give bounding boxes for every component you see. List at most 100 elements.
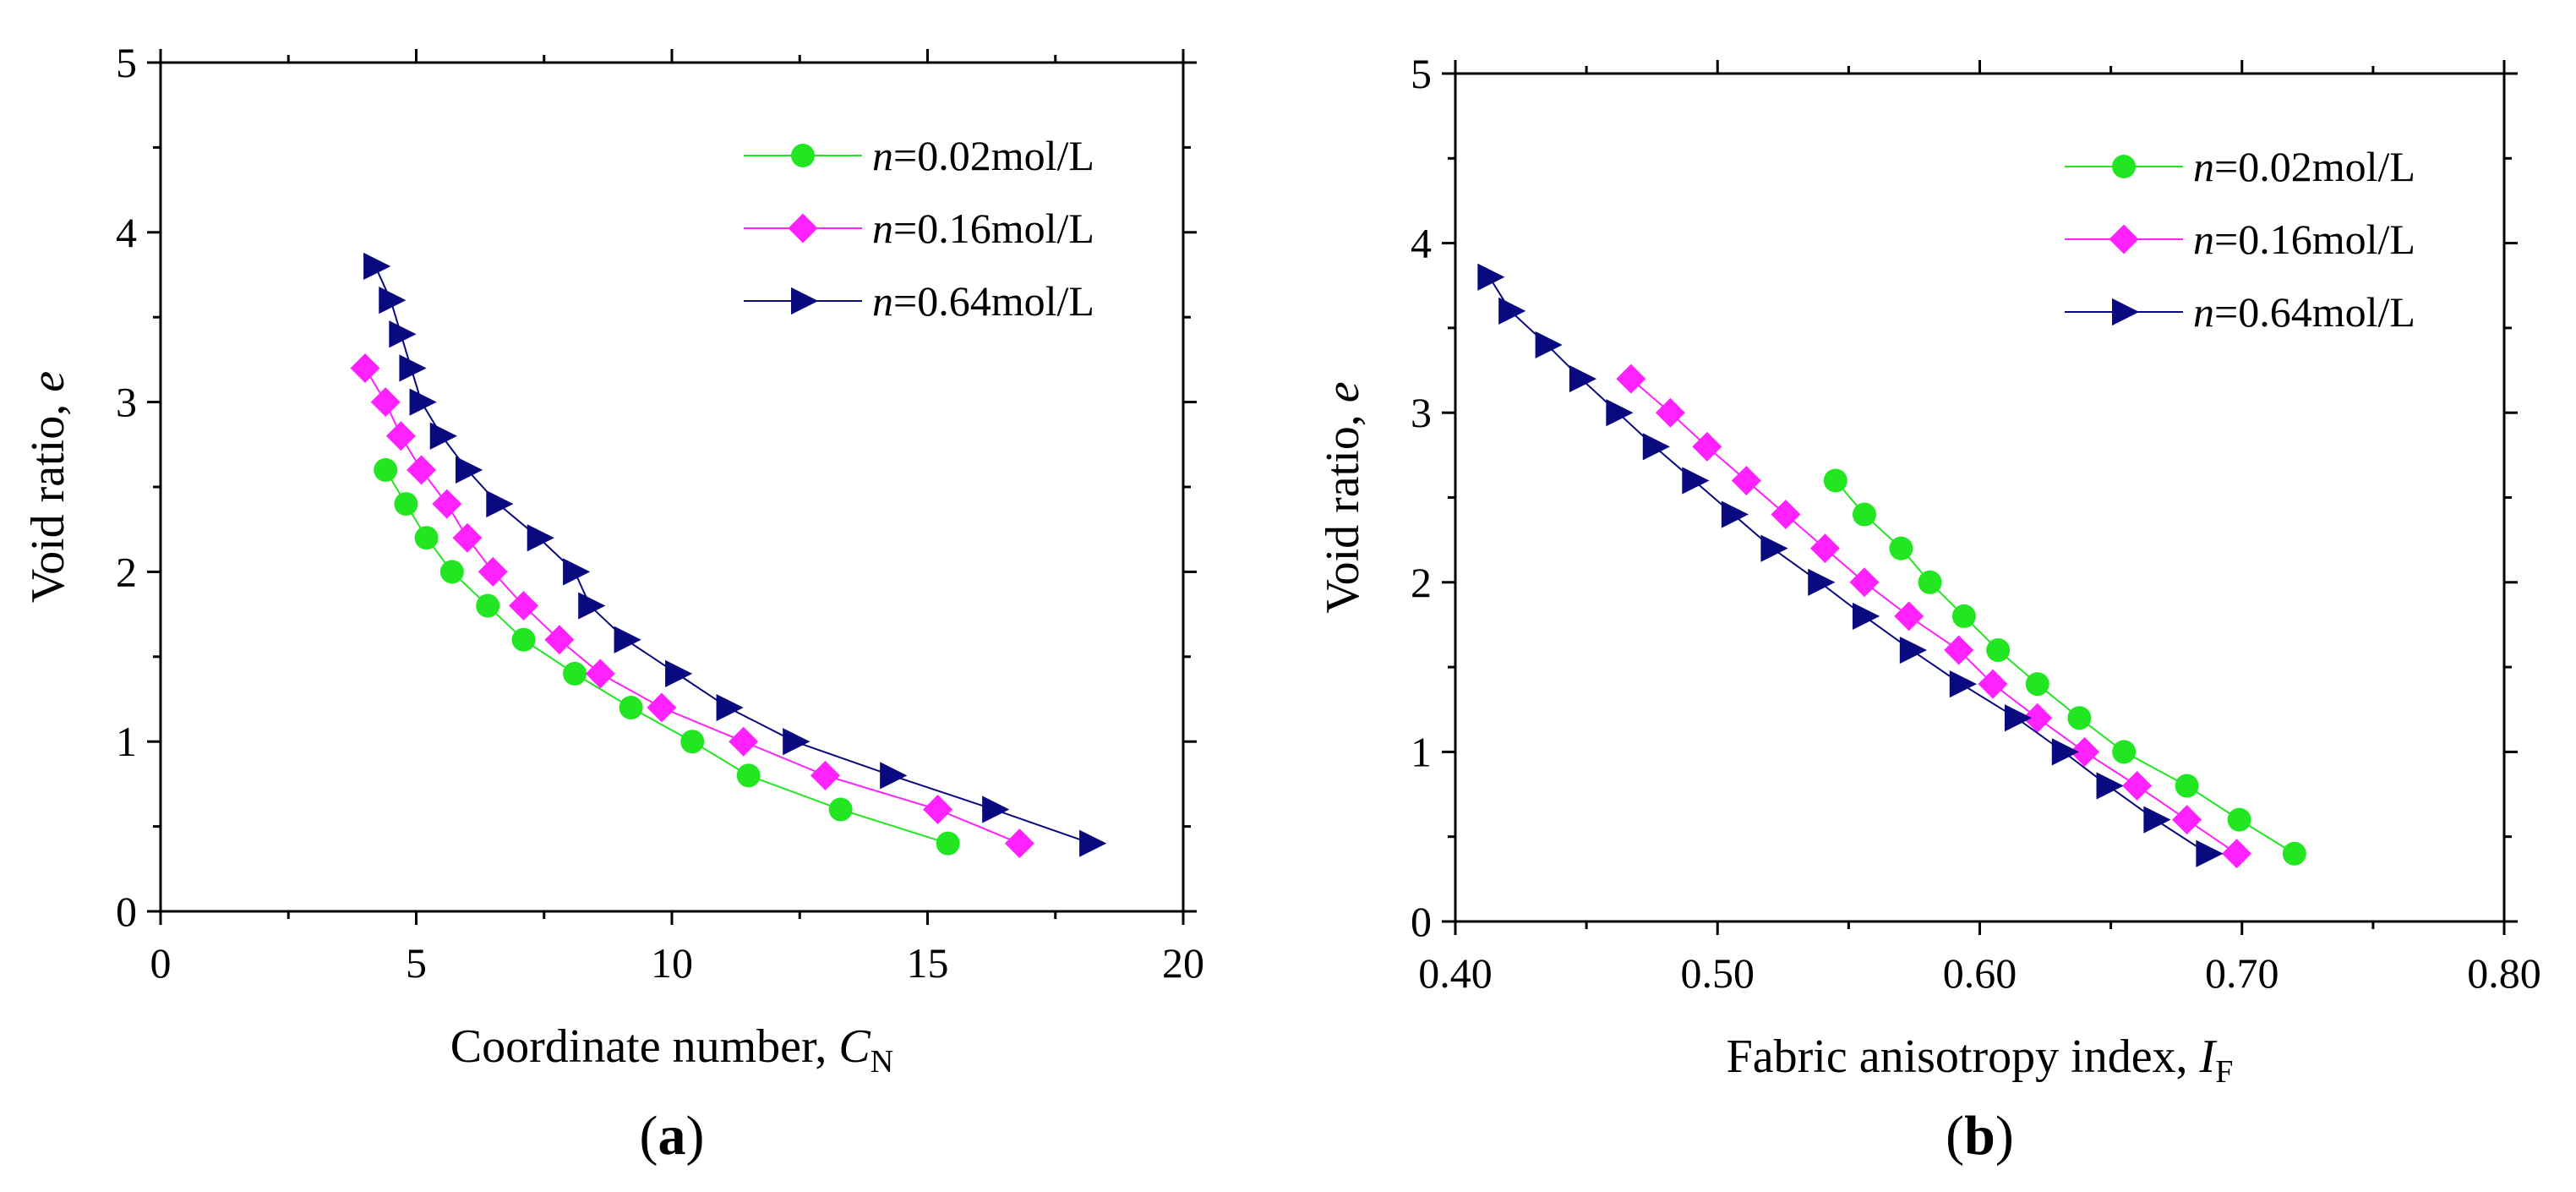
data-point-s1	[1731, 465, 1761, 495]
series-line-0	[1835, 479, 2295, 855]
data-point-s2	[399, 354, 427, 382]
y-axis-title-var: e	[22, 371, 74, 392]
plot-frame	[159, 61, 1185, 913]
data-point-s2	[665, 659, 693, 687]
x-axis-title-sub: N	[870, 1044, 893, 1080]
data-point-s0	[1986, 638, 2011, 663]
data-point-s2	[1852, 602, 1880, 631]
data-point-s0	[2175, 774, 2199, 798]
legend-marker-1	[2109, 224, 2139, 254]
data-point-s1	[1692, 431, 1722, 462]
y-tick-label: 3	[1411, 389, 1432, 436]
legend-marker-0	[791, 144, 815, 167]
data-point-s0	[2025, 672, 2049, 697]
y-axis-title: Void ratio, e	[1317, 381, 1369, 613]
data-point-s1	[478, 556, 508, 587]
x-tick-label: 20	[1162, 939, 1204, 987]
data-point-s2	[1498, 297, 1526, 325]
x-tick-label: 0	[150, 939, 172, 987]
data-point-s1	[452, 522, 483, 553]
y-axis-title: Void ratio, e	[22, 371, 74, 603]
legend-label-0: n=0.02mol/L	[872, 132, 1094, 179]
data-point-s1	[923, 795, 953, 825]
data-point-s0	[476, 593, 500, 618]
y-axis-title-var: e	[1317, 381, 1369, 402]
data-point-s2	[2143, 806, 2171, 834]
data-point-s2	[363, 252, 391, 281]
data-point-s2	[783, 728, 810, 756]
data-point-s1	[647, 692, 677, 723]
data-point-s2	[563, 558, 591, 586]
data-point-s2	[389, 320, 417, 348]
data-point-s2	[578, 592, 606, 620]
data-point-s2	[2096, 772, 2124, 800]
panel-a: 0 5 10 15 20 0 1 2 3 4 5 Coordinate number, CN Void …	[22, 39, 1204, 1167]
panel-b: 0.40 0.50 0.60 0.70 0.80 0 1 2 3 4 5 Fabric anisotr…	[1317, 50, 2541, 1167]
legend-label-2: n=0.64mol/L	[872, 277, 1094, 325]
x-tick-label: 0.60	[1943, 949, 2017, 997]
data-point-s0	[1852, 502, 1876, 527]
data-point-s2	[379, 287, 407, 314]
x-tick-label: 0.40	[1418, 949, 1493, 997]
legend-label-var: n	[872, 132, 893, 179]
data-point-s1	[1004, 828, 1034, 859]
data-point-s0	[1918, 570, 1942, 594]
data-point-s0	[680, 730, 705, 754]
x-tick-label: 0.50	[1681, 949, 1755, 997]
caption-open: (	[1946, 1105, 1964, 1167]
data-point-s1	[407, 455, 437, 485]
x-axis-title-var: C	[838, 1020, 870, 1073]
legend-label-rest: =0.02mol/L	[2214, 143, 2415, 190]
data-point-s2	[409, 388, 437, 416]
legend-label-rest: =0.16mol/L	[2214, 216, 2415, 263]
y-tick-label: 5	[116, 39, 137, 86]
x-axis-title: Fabric anisotropy index, IF	[1727, 1031, 2234, 1090]
x-tick-label: 0.70	[2205, 949, 2279, 997]
data-point-s1	[729, 726, 759, 757]
y-tick-label: 1	[116, 718, 137, 765]
legend-label-var: n	[2193, 143, 2214, 190]
data-point-s1	[1978, 669, 2008, 699]
legend-marker-2	[2112, 298, 2140, 326]
data-point-s2	[2051, 738, 2079, 766]
panel-caption: (a)	[640, 1105, 705, 1167]
data-point-s2	[456, 456, 483, 484]
data-point-s2	[1642, 433, 1670, 461]
data-point-s2	[2004, 704, 2033, 732]
data-point-s2	[614, 626, 641, 653]
data-point-s1	[2172, 805, 2202, 835]
y-tick-label: 0	[116, 888, 137, 935]
legend-label-rest: =0.64mol/L	[2214, 288, 2415, 336]
x-axis-title-sub: F	[2215, 1054, 2233, 1090]
x-axis-title-text: Coordinate number,	[450, 1020, 839, 1073]
data-point-s1	[385, 421, 416, 451]
data-point-s0	[619, 696, 643, 720]
legend-marker-1	[788, 213, 818, 243]
data-point-s0	[511, 627, 536, 652]
data-point-s2	[880, 762, 908, 790]
data-point-s0	[1889, 536, 1913, 560]
legend-marker-2	[791, 287, 819, 315]
series-line-1	[364, 367, 1020, 845]
data-point-s1	[432, 489, 462, 519]
legend-label-var: n	[872, 277, 893, 325]
data-point-s1	[2070, 736, 2100, 767]
data-point-s0	[374, 457, 398, 482]
data-point-s1	[370, 387, 401, 418]
y-tick-label: 2	[1411, 559, 1432, 606]
caption-letter: a	[658, 1105, 686, 1167]
data-point-s2	[1079, 829, 1107, 857]
data-point-s1	[350, 353, 380, 383]
y-tick-label: 5	[1411, 50, 1432, 97]
data-point-s0	[1951, 604, 1976, 628]
data-point-s1	[810, 760, 840, 790]
data-point-s2	[982, 796, 1010, 823]
x-tick-label: 10	[651, 939, 693, 987]
data-point-s0	[394, 492, 418, 517]
data-point-s0	[2112, 740, 2137, 764]
x-tick-label: 15	[907, 939, 949, 987]
x-axis-title: Coordinate number, CN	[450, 1020, 893, 1080]
y-tick-label: 4	[1411, 220, 1432, 267]
x-axis-title-text: Fabric anisotropy index,	[1727, 1031, 2200, 1083]
